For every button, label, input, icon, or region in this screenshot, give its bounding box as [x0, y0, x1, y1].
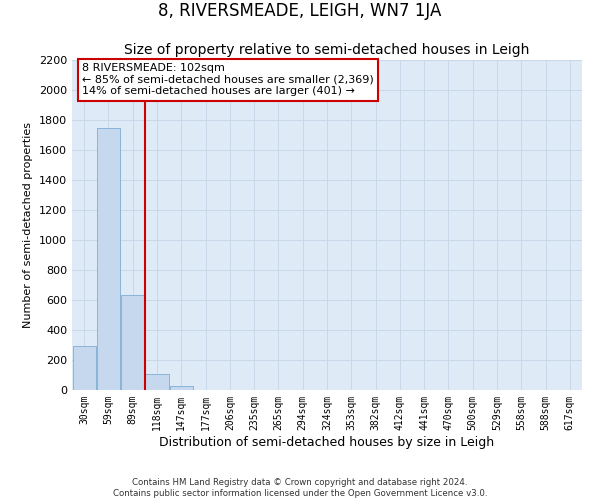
Bar: [121, 294, 144, 390]
Text: 8, RIVERSMEADE, LEIGH, WN7 1JA: 8, RIVERSMEADE, LEIGH, WN7 1JA: [158, 2, 442, 21]
Text: Contains HM Land Registry data © Crown copyright and database right 2024.
Contai: Contains HM Land Registry data © Crown c…: [113, 478, 487, 498]
Title: Size of property relative to semi-detached houses in Leigh: Size of property relative to semi-detach…: [124, 44, 530, 58]
Bar: [97, 128, 120, 390]
X-axis label: Distribution of semi-detached houses by size in Leigh: Distribution of semi-detached houses by …: [160, 436, 494, 448]
Bar: [145, 374, 169, 390]
Bar: [73, 346, 95, 390]
Bar: [170, 386, 193, 390]
Y-axis label: Number of semi-detached properties: Number of semi-detached properties: [23, 122, 34, 328]
Text: 8 RIVERSMEADE: 102sqm
← 85% of semi-detached houses are smaller (2,369)
14% of s: 8 RIVERSMEADE: 102sqm ← 85% of semi-deta…: [82, 64, 374, 96]
